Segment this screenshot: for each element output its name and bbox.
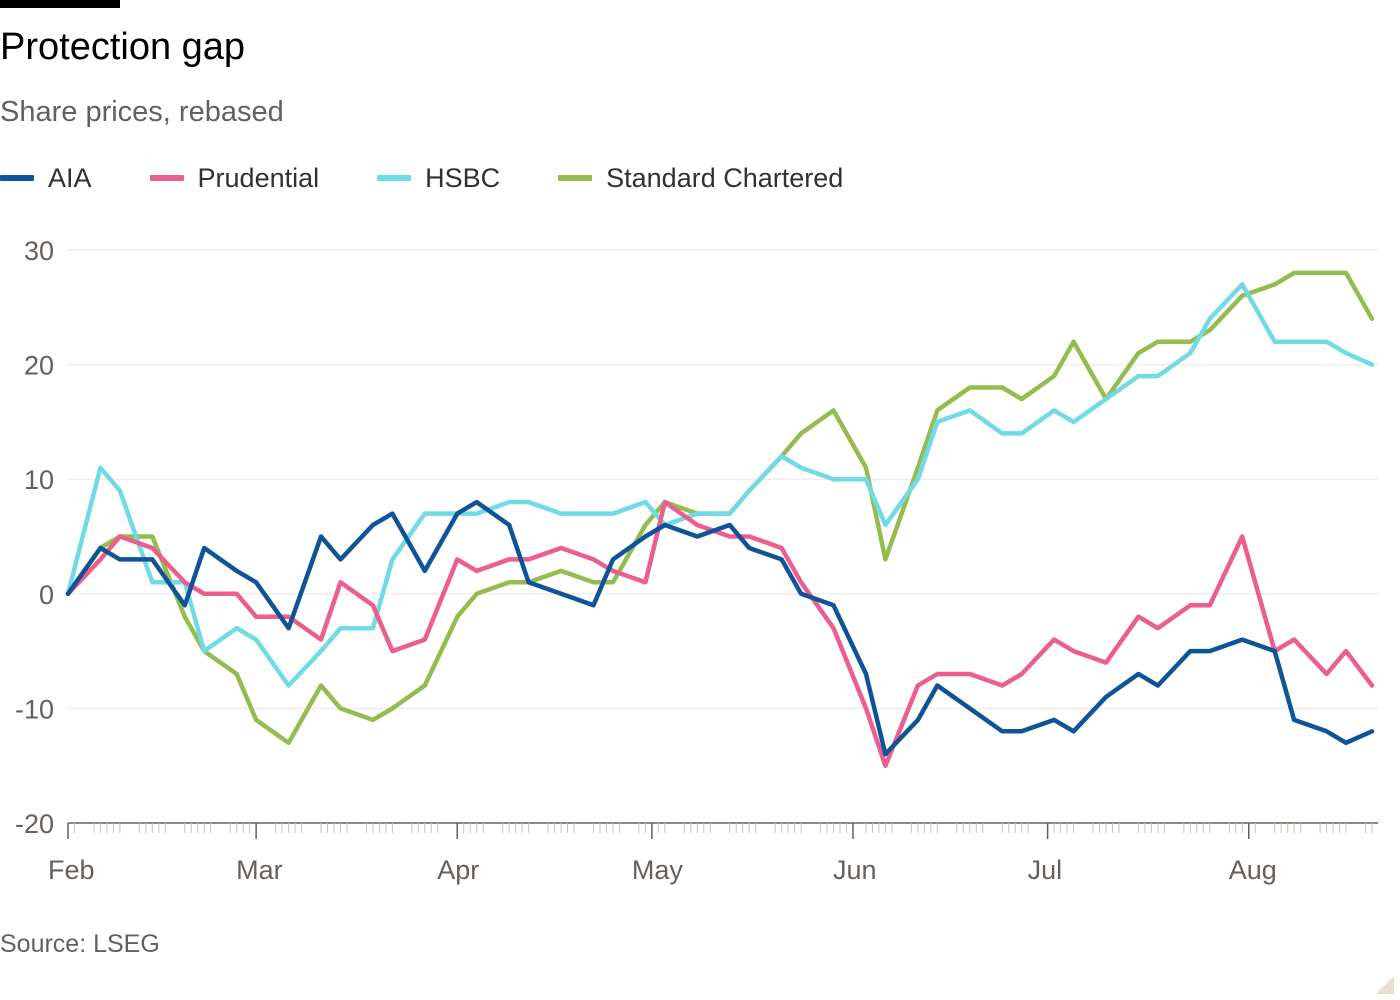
y-tick-label: 10	[24, 465, 54, 495]
series-line-standard-chartered	[65, 270, 1375, 746]
series-line-aia	[65, 499, 1375, 757]
y-tick-label: 0	[39, 580, 54, 610]
y-tick-labels: 30 20 10 0 -10 -20	[15, 236, 54, 839]
legend-item-standard-chartered: Standard Chartered	[558, 163, 843, 194]
series-line-hsbc	[65, 282, 1375, 688]
x-tick-label: Jul	[1028, 855, 1063, 885]
x-tick-label: Aug	[1229, 855, 1277, 885]
x-tick-label: Mar	[236, 855, 283, 885]
chart-subtitle: Share prices, rebased	[0, 96, 284, 128]
y-tick-label: 20	[24, 351, 54, 381]
top-accent-bar	[0, 0, 120, 8]
x-tick-label: Feb	[48, 855, 95, 885]
legend-item-hsbc: HSBC	[377, 163, 500, 194]
chart-title: Protection gap	[0, 26, 246, 68]
x-tick-label: Apr	[437, 855, 479, 885]
y-tick-label: 30	[24, 236, 54, 266]
series-line-prudential	[65, 499, 1375, 768]
legend-item-prudential: Prudential	[149, 162, 320, 194]
corner-decoration	[1376, 976, 1394, 994]
legend-swatch-hsbc	[377, 175, 412, 181]
legend: AIA Prudential HSBC Standard Chartered	[0, 158, 901, 198]
x-axis: Feb Mar Apr May Jun Jul Aug	[48, 822, 1378, 885]
y-tick-label: -20	[15, 809, 54, 839]
legend-label-aia: AIA	[48, 162, 92, 193]
legend-label-hsbc: HSBC	[425, 162, 501, 193]
legend-swatch-standard-chartered	[558, 175, 593, 181]
legend-swatch-prudential	[149, 175, 184, 181]
legend-label-standard-chartered: Standard Chartered	[606, 162, 844, 193]
source-note: Source: LSEG	[0, 930, 160, 958]
x-tick-label: Jun	[833, 855, 877, 885]
y-tick-label: -10	[15, 694, 54, 724]
legend-item-aia: AIA	[0, 163, 92, 194]
series-layer	[65, 270, 1375, 768]
x-tick-label: May	[632, 855, 684, 885]
legend-label-prudential: Prudential	[197, 162, 320, 193]
grid-layer	[68, 249, 1378, 709]
legend-swatch-aia	[0, 175, 34, 181]
line-chart: 30 20 10 0 -10 -20 Feb Mar Apr May Jun Jul Aug	[15, 236, 1378, 885]
